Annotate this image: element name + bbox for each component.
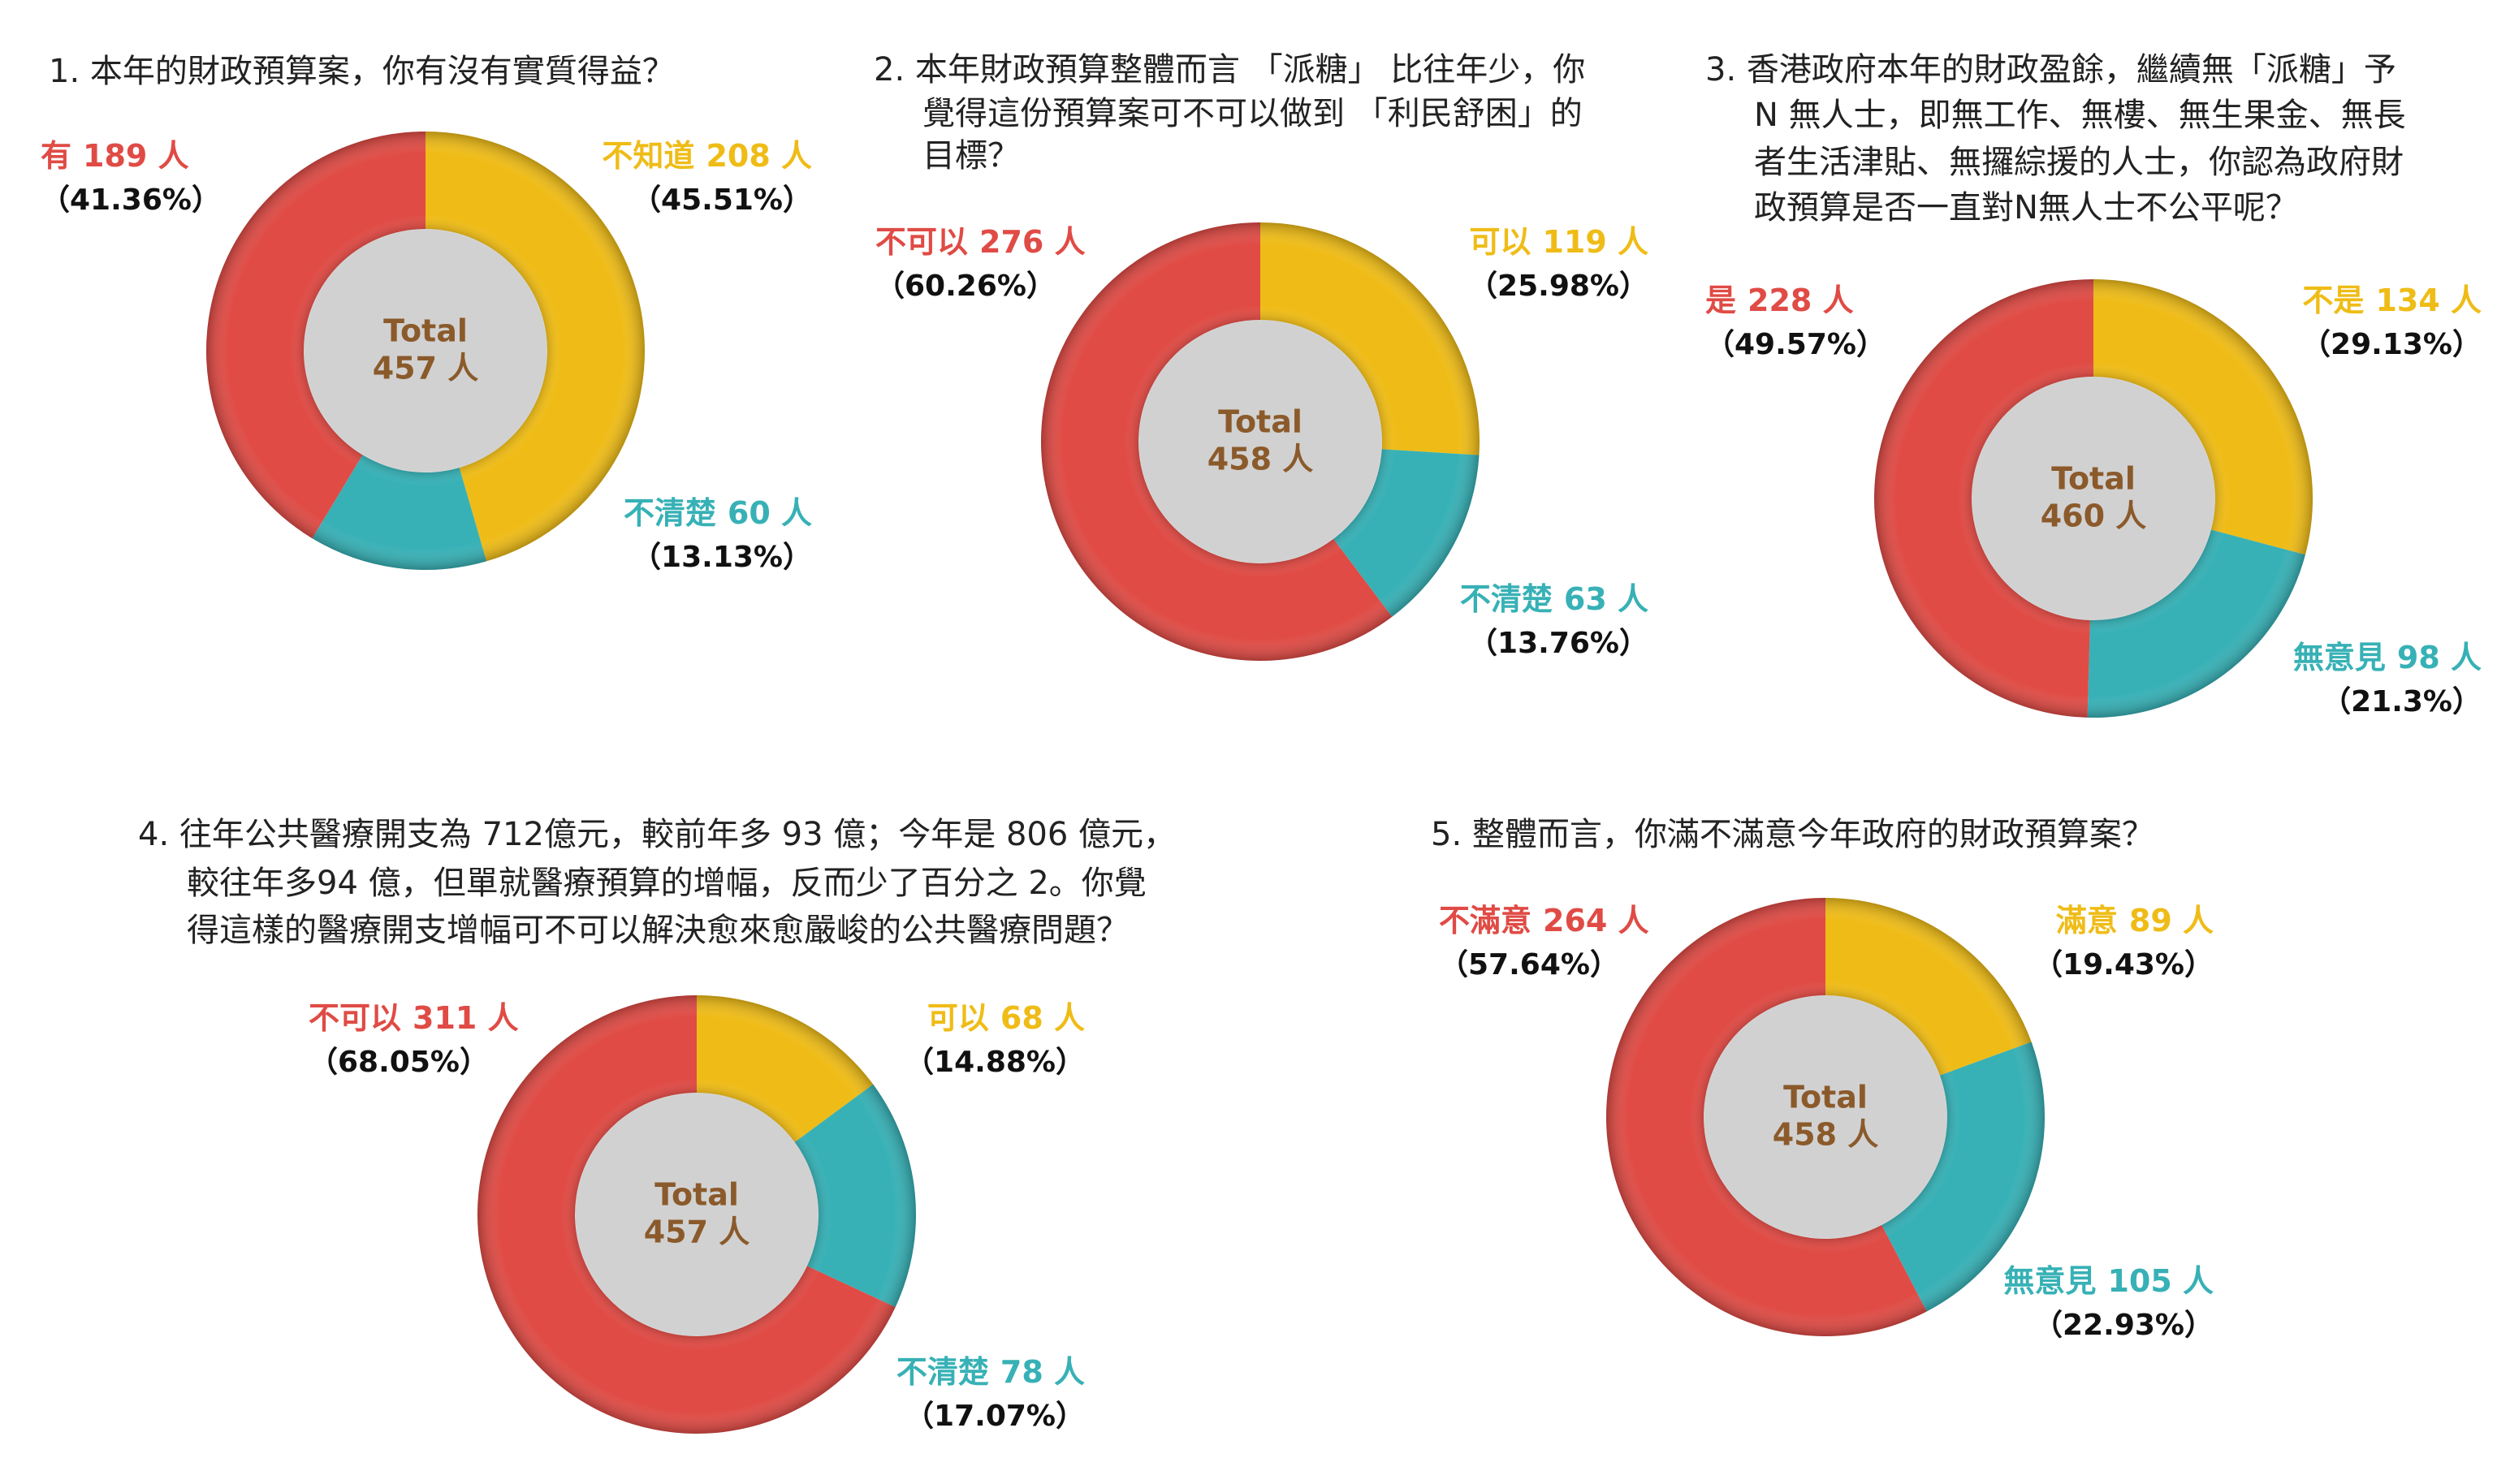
percentage-label: （25.98%） [1468,270,1648,303]
value-label: 68 人 [1000,1000,1085,1036]
center-text: 457 人 [373,351,479,386]
value-label: 60 人 [728,495,812,531]
value-label: 264 人 [1543,903,1649,938]
percentage-label: （21.3%） [2322,685,2482,718]
center-text: Total [655,1177,739,1213]
segment-label: 不清楚 60 人 [624,495,812,531]
percentage-label: （13.13%） [632,541,812,574]
center-text: Total [1783,1080,1868,1115]
donut-chart: 3. 香港政府本年的財政盈餘，繼續無「派糖」予 N 無人士，即無工作、無樓、無生果… [1705,51,2482,718]
value-label: 98 人 [2397,640,2482,675]
donut-segment [1825,898,2032,1076]
segment-label: 可以 119 人 [1469,224,1648,260]
chart-title: N 無人士，即無工作、無樓、無生果金、無長 [1754,97,2406,134]
chart-title: 3. 香港政府本年的財政盈餘，繼續無「派糖」予 [1705,51,2396,88]
percentage-label: （22.93%） [2033,1309,2214,1342]
value-label: 208 人 [706,138,812,174]
chart-title: 2. 本年財政預算整體而言 「派糖」 比往年少，你 [874,51,1585,88]
segment-label: 滿意 89 人 [2056,903,2214,938]
value-label: 119 人 [1542,224,1648,260]
percentage-label: （49.57%） [1705,328,1886,361]
category-name: 不知道 [602,138,694,174]
chart-title: 4. 往年公共醫療開支為 712億元，較前年多 93 億；今年是 806 億元， [138,816,1176,853]
percentage-label: （45.51%） [632,183,812,217]
chart-title: 者生活津貼、無攞綜援的人士，你認為政府財 [1754,144,2404,181]
segment-label: 有 189 人 [41,138,189,174]
segment-label: 不滿意 264 人 [1439,903,1649,938]
center-text: Total [383,313,468,349]
value-label: 134 人 [2375,283,2482,318]
percentage-label: （14.88%） [905,1046,1085,1079]
category-name: 可以 [927,1000,989,1036]
category-name: 無意見 [2293,640,2386,675]
value-label: 311 人 [413,1000,519,1036]
segment-label: 無意見 98 人 [2293,640,2482,675]
segment-label: 不可以 311 人 [309,1000,519,1036]
percentage-label: （29.13%） [2301,328,2482,361]
category-name: 不滿意 [1439,903,1531,938]
segment-label: 可以 68 人 [927,1000,1085,1036]
value-label: 228 人 [1747,283,1854,318]
category-name: 不清楚 [624,495,716,531]
center-text: Total [2051,461,2136,497]
donut-chart: 4. 往年公共醫療開支為 712億元，較前年多 93 億；今年是 806 億元，… [138,816,1176,1434]
center-text: 457 人 [644,1214,750,1250]
category-name: 有 [41,138,71,174]
segment-label: 不是 134 人 [2302,283,2482,318]
category-name: 無意見 [2003,1263,2096,1299]
chart-title: 得這樣的醫療開支增幅可不可以解決愈來愈嚴峻的公共醫療問題？ [187,912,1129,949]
center-text: 458 人 [1773,1117,1879,1153]
center-text: 458 人 [1207,442,1314,477]
category-name: 可以 [1469,224,1531,260]
percentage-label: （60.26%） [875,270,1056,303]
chart-title: 5. 整體而言，你滿不滿意今年政府的財政預算案？ [1431,816,2154,853]
value-label: 276 人 [979,224,1086,260]
percentage-label: （13.76%） [1468,627,1648,660]
chart-title: 較往年多94 億，但單就醫療預算的增幅，反而少了百分之 2。你覺 [187,865,1147,902]
center-text: Total [1218,404,1303,440]
category-name: 不可以 [309,1000,401,1036]
value-label: 63 人 [1564,581,1648,617]
value-label: 189 人 [83,138,189,174]
percentage-label: （41.36%） [41,183,221,217]
center-text: 460 人 [2041,498,2147,534]
chart-title: 覺得這份預算案可不可以做到 「利民舒困」的 [922,95,1583,132]
chart-title: 1. 本年的財政預算案，你有沒有實質得益？ [49,53,675,90]
category-name: 不清楚 [1460,581,1553,617]
percentage-label: （19.43%） [2033,948,2214,981]
category-name: 滿意 [2056,903,2118,938]
segment-label: 不可以 276 人 [875,224,1086,260]
donut-segment [2087,529,2305,718]
category-name: 不是 [2302,283,2364,318]
segment-label: 無意見 105 人 [2003,1263,2214,1299]
value-label: 78 人 [1000,1354,1085,1390]
segment-label: 不清楚 78 人 [896,1354,1085,1390]
segment-label: 不知道 208 人 [602,138,812,174]
chart-title: 政預算是否一直對N無人士不公平呢？ [1754,189,2298,226]
percentage-label: （57.64%） [1439,948,1619,981]
category-name: 是 [1705,283,1736,318]
percentage-label: （17.07%） [905,1400,1085,1433]
chart-title: 目標？ [922,137,1020,175]
segment-label: 不清楚 63 人 [1460,581,1648,617]
category-name: 不清楚 [896,1354,989,1390]
segment-label: 是 228 人 [1705,283,1854,318]
value-label: 105 人 [2107,1263,2214,1299]
category-name: 不可以 [875,224,968,260]
value-label: 89 人 [2129,903,2214,938]
percentage-label: （68.05%） [309,1046,489,1079]
